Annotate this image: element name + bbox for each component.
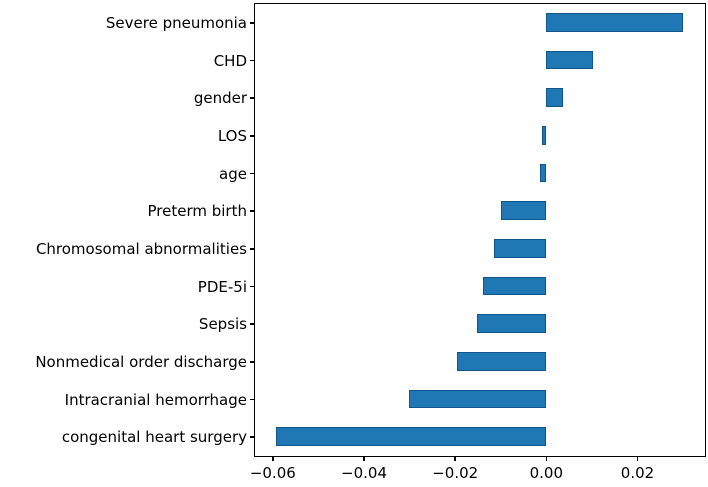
category-label: Preterm birth — [147, 202, 248, 221]
x-tick-label: 0.00 — [529, 464, 563, 482]
bar — [456, 351, 546, 371]
category-label: Intracranial hemorrhage — [64, 390, 247, 409]
y-tick-mark — [250, 22, 255, 24]
category-label: CHD — [213, 51, 247, 70]
y-tick-mark — [250, 436, 255, 438]
category-label: Chromosomal abnormalities — [35, 239, 247, 258]
x-tick-mark — [272, 456, 274, 461]
y-axis-labels: Severe pneumonia CHD gender LOS age Preterm b… — [0, 4, 247, 456]
category-label: gender — [193, 89, 247, 108]
bar — [501, 201, 546, 221]
y-tick-mark — [250, 285, 255, 288]
bar — [482, 276, 546, 296]
category-label: PDE-5i — [197, 277, 247, 296]
x-tick-label: −0.04 — [341, 464, 387, 482]
category-label: congenital heart surgery — [61, 428, 247, 447]
bar — [408, 389, 546, 409]
y-tick-mark — [250, 97, 255, 99]
category-label: Sepsis — [198, 315, 247, 334]
bar — [477, 314, 546, 333]
x-tick-mark — [636, 456, 639, 461]
x-tick-mark — [363, 456, 365, 461]
y-tick-mark — [250, 210, 255, 212]
x-tick-label: 0.02 — [620, 464, 655, 482]
y-tick-mark — [250, 323, 255, 325]
bar — [539, 163, 546, 183]
bar — [545, 50, 594, 70]
x-tick-label: −0.02 — [432, 464, 479, 482]
y-tick-mark — [250, 172, 255, 175]
x-tick-mark — [545, 456, 548, 461]
y-tick-mark — [250, 248, 255, 250]
x-tick-label: −0.06 — [249, 464, 296, 482]
y-tick-mark — [250, 398, 255, 401]
y-axis-ticks — [250, 4, 255, 456]
y-tick-mark — [250, 361, 255, 363]
y-tick-mark — [250, 135, 255, 137]
plot-area — [253, 2, 706, 457]
category-label: Severe pneumonia — [105, 13, 247, 32]
x-tick-mark — [454, 456, 456, 461]
bar — [275, 427, 546, 446]
x-axis-ticks: −0.06 −0.04 −0.02 0.00 0.02 — [250, 456, 705, 486]
bar — [542, 125, 546, 145]
category-label: age — [219, 164, 247, 183]
category-label: Nonmedical order discharge — [35, 352, 247, 371]
category-label: LOS — [217, 126, 247, 145]
y-tick-mark — [250, 59, 255, 62]
bar — [494, 238, 546, 258]
bar — [545, 12, 684, 32]
bar — [545, 88, 563, 107]
